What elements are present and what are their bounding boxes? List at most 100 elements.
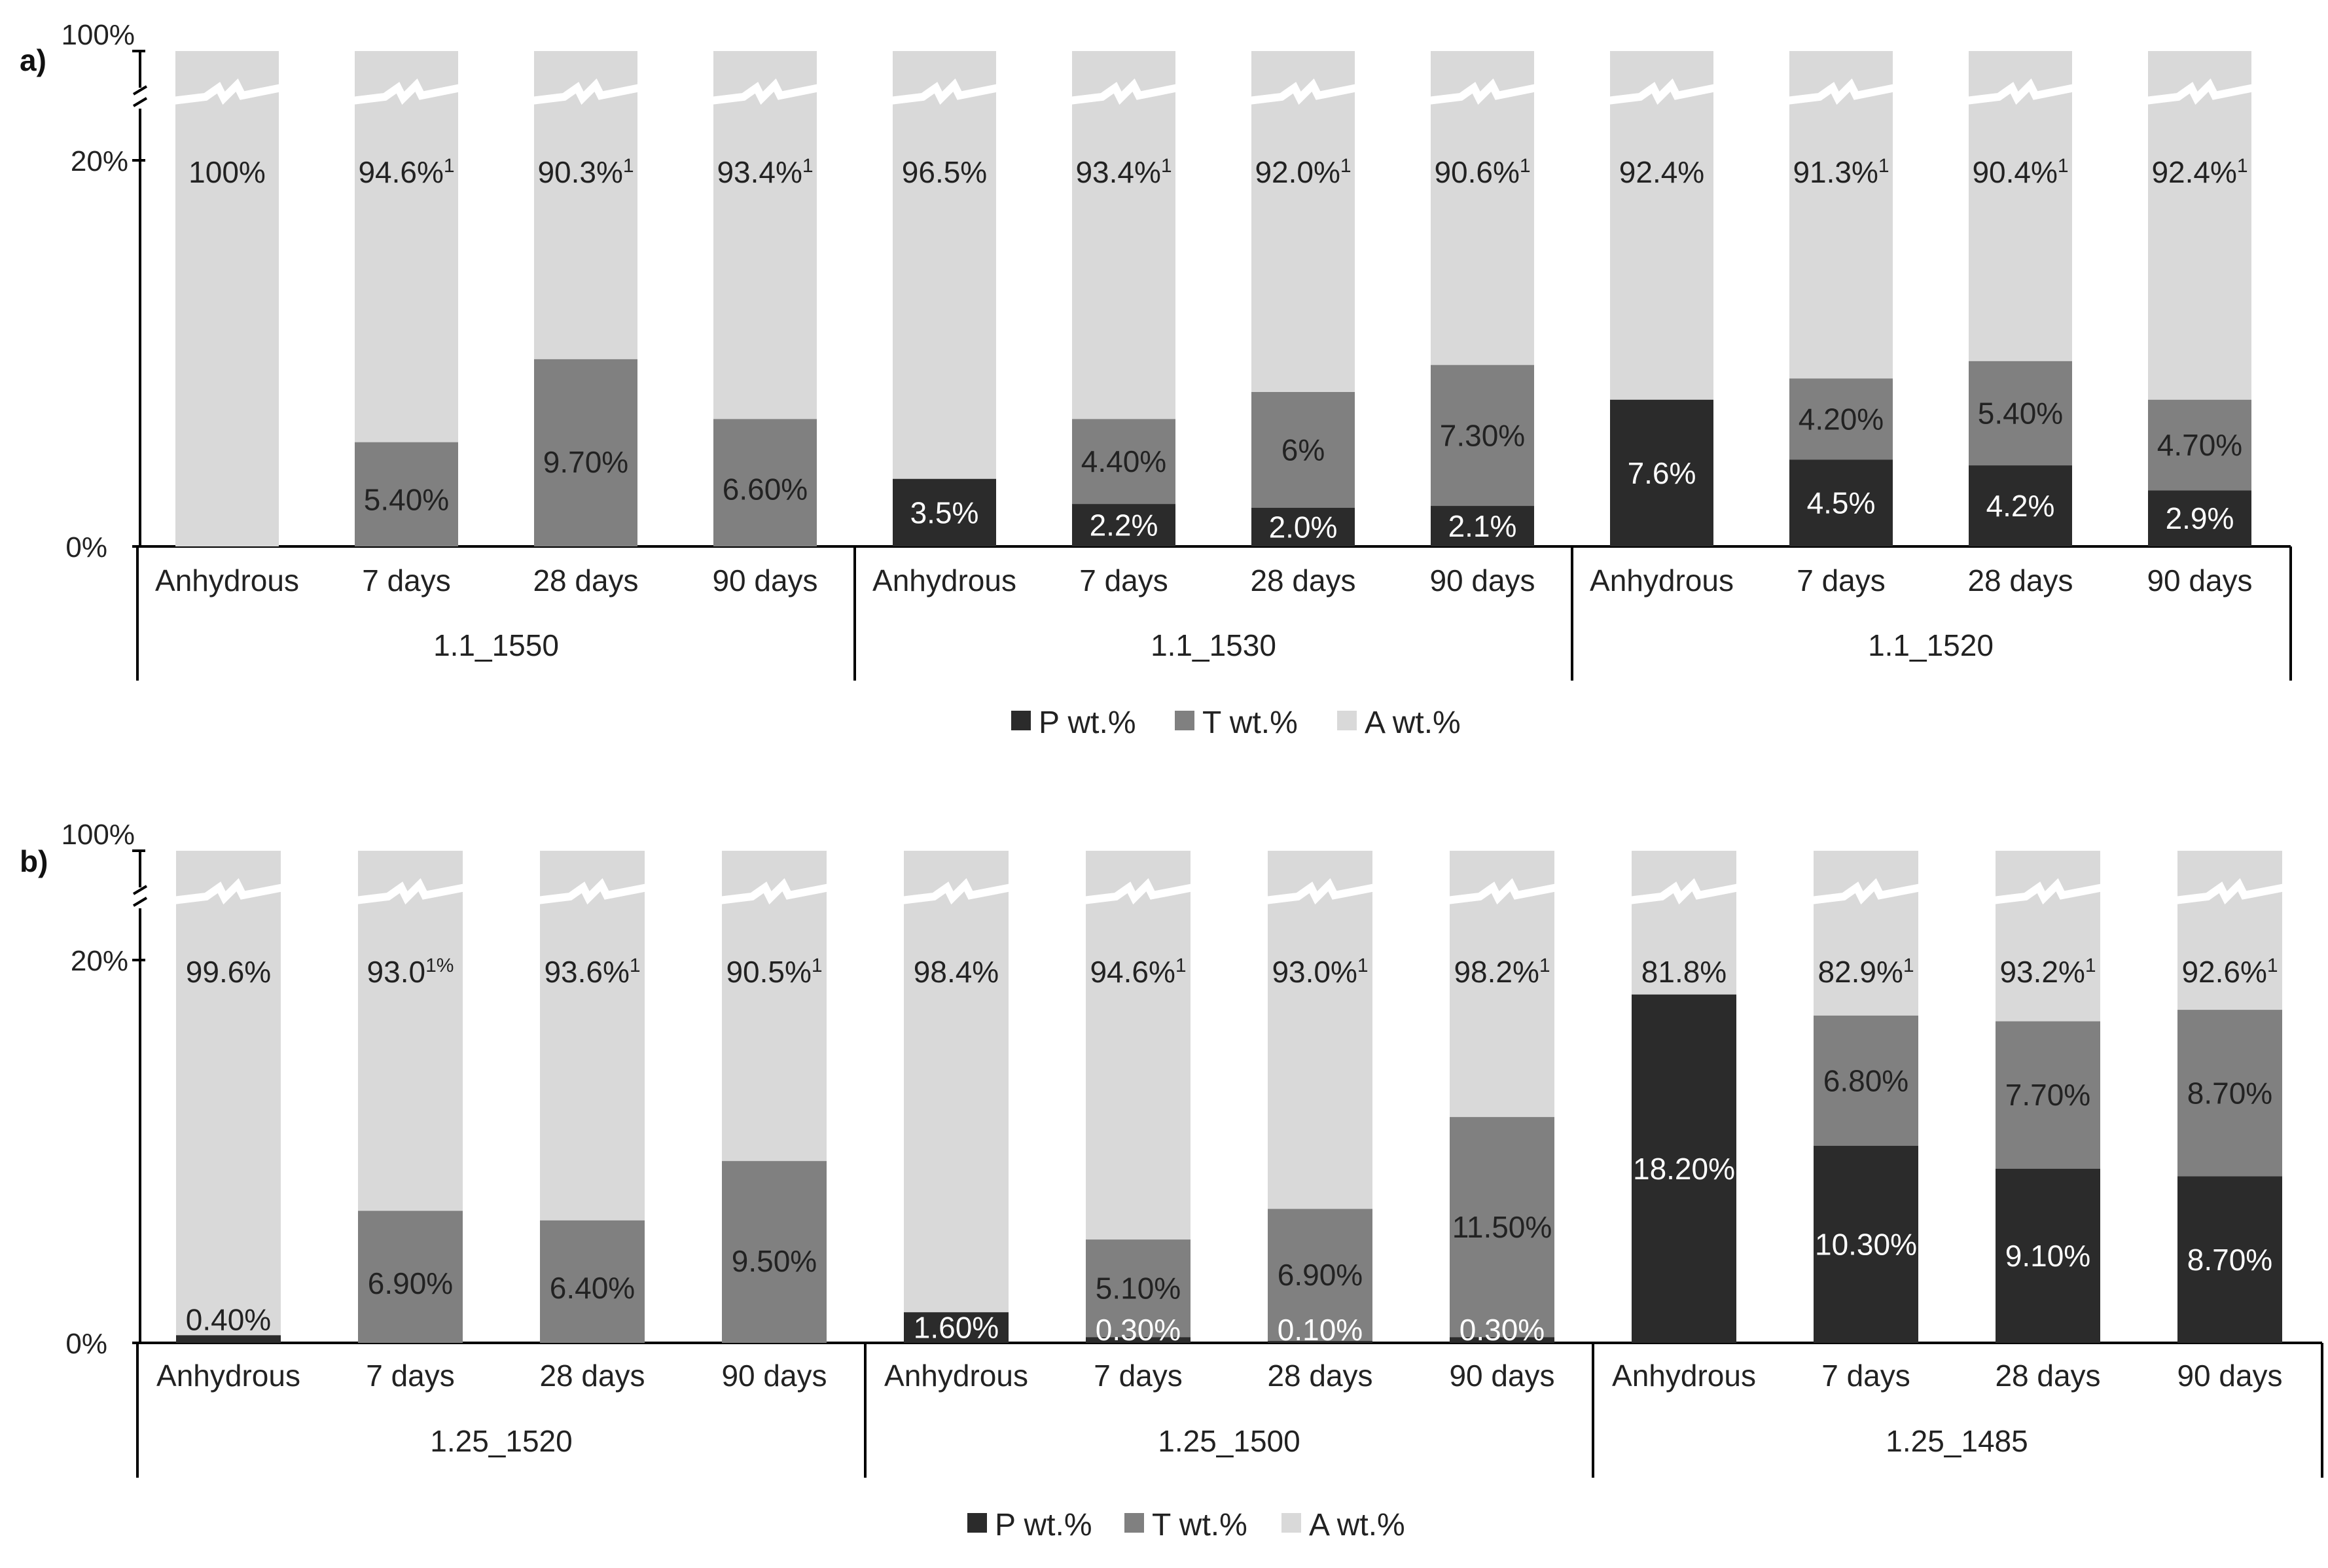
x-category-label: Anhydrous [872, 563, 1016, 597]
bar-segment-T [358, 1211, 463, 1343]
bar-label-A: 91.3%1 [1793, 155, 1889, 189]
x-category-label: 90 days [721, 1359, 827, 1393]
chart-panel-2: b) 100% 20% 0% 99.6% 0.40% Anhydrous 93.01% 6.90… [20, 819, 2323, 1542]
bar-label-A-superscript: 1 [2058, 155, 2069, 177]
x-category-label: 7 days [1797, 563, 1886, 597]
bar-label-T: 5.10% [1096, 1272, 1181, 1306]
bar-segment-A [2177, 851, 2282, 1010]
bar-label-A-value: 92.6% [2181, 955, 2266, 989]
x-category-label: Anhydrous [155, 563, 299, 597]
bar-segment-A [1251, 51, 1355, 392]
y-tick-label: 100% [61, 19, 135, 51]
bar-label-A-value: 92.0% [1255, 155, 1340, 189]
bar-segment-A [175, 51, 279, 546]
bar-label-P: 18.20% [1633, 1152, 1735, 1186]
x-category-label: 90 days [1449, 1359, 1554, 1393]
x-category-label: Anhydrous [1612, 1359, 1756, 1393]
bar-segment-P [1072, 504, 1175, 546]
bar-segment-T [722, 1161, 827, 1343]
bar-segment-A [1268, 851, 1372, 1209]
bar-segment-T [2177, 1010, 2282, 1177]
bar-segment-A [904, 851, 1009, 1313]
legend-label-A: A wt.% [1365, 705, 1461, 740]
bar-label-A: 93.2%1 [1999, 955, 2096, 989]
bar-label-A: 93.0%1 [1272, 955, 1368, 989]
bar-label-A: 90.5%1 [726, 955, 822, 989]
legend-swatch-A [1281, 1513, 1301, 1533]
bar-label-A: 93.4%1 [1075, 155, 1172, 189]
panel-label: b) [20, 844, 48, 878]
bar-label-A: 90.6%1 [1434, 155, 1530, 189]
x-category-label: 28 days [1267, 1359, 1372, 1393]
bar-segment-A [893, 51, 996, 479]
bar-segment-P [893, 478, 996, 546]
bar-segment-P [2177, 1176, 2282, 1343]
bar-label-A-superscript: 1 [1357, 955, 1369, 976]
bar-segment-A [1996, 851, 2100, 1022]
bar-label-A-value: 100% [188, 155, 266, 189]
legend-label-P: P wt.% [995, 1508, 1092, 1542]
bar-label-A-superscript: 1% [425, 955, 454, 976]
bar-label-P: 9.10% [2005, 1239, 2090, 1273]
x-category-label: 7 days [1079, 563, 1168, 597]
x-group-label: 1.25_1485 [1886, 1424, 2028, 1458]
bar-segment-A [1086, 851, 1191, 1240]
bar-segment-A [713, 51, 817, 419]
x-category-label: Anhydrous [1590, 563, 1734, 597]
bar-segment-T [540, 1220, 645, 1343]
bar-label-T: 6.90% [368, 1266, 453, 1300]
bar-label-P: 0.40% [186, 1302, 271, 1336]
axis-break-zigzag [1810, 878, 1922, 905]
legend-label-T: T wt.% [1202, 705, 1298, 740]
bar-segment-T [1789, 378, 1893, 460]
bar-segment-A [2148, 51, 2251, 400]
bar-label-A: 92.4% [1619, 155, 1704, 189]
axis-break-mark [132, 97, 148, 107]
x-category-label: 90 days [712, 563, 817, 597]
axis-break-zigzag [355, 878, 467, 905]
bar-segment-T [355, 442, 458, 546]
bar-segment-T [534, 359, 637, 546]
bar-segment-A [1431, 51, 1534, 365]
bar-label-T: 7.30% [1440, 418, 1525, 452]
axis-break-zigzag [1427, 78, 1538, 105]
bar-label-A-value: 93.0 [367, 955, 426, 989]
axis-break-zigzag [1083, 878, 1194, 905]
axis-break-zigzag [1264, 878, 1376, 905]
bar-segment-T [2148, 399, 2251, 491]
bar-segment-A [1969, 51, 2072, 361]
bar-label-A: 93.4%1 [717, 155, 813, 189]
axis-break-mark [132, 885, 148, 895]
axis-break-zigzag [351, 78, 462, 105]
x-category-label: 90 days [2177, 1359, 2282, 1393]
bar-label-P: 0.30% [1459, 1313, 1545, 1347]
bar-label-A-value: 94.6% [358, 155, 443, 189]
bar-segment-P [1969, 465, 2072, 546]
bar-label-A: 92.4%1 [2151, 155, 2247, 189]
bar-label-A-value: 92.4% [2151, 155, 2236, 189]
bar-label-A-value: 96.5% [902, 155, 987, 189]
bar-segment-A [1632, 851, 1736, 995]
legend-swatch-P [967, 1513, 987, 1533]
bar-label-A-superscript: 1 [1340, 155, 1352, 177]
bar-label-T: 4.20% [1799, 402, 1884, 436]
x-category-label: 7 days [1094, 1359, 1183, 1393]
bar-segment-P [1789, 459, 1893, 546]
bar-label-A-value: 90.5% [726, 955, 811, 989]
bar-label-T: 6.80% [1823, 1063, 1908, 1097]
bar-label-P: 0.10% [1278, 1313, 1363, 1347]
bar-label-A: 93.01% [367, 955, 454, 989]
bar-label-A: 82.9%1 [1818, 955, 1914, 989]
axis-break-zigzag [172, 78, 283, 105]
bar-segment-P [1251, 508, 1355, 546]
bar-segment-A [1814, 851, 1918, 1016]
x-category-label: 7 days [362, 563, 451, 597]
bar-segment-A [540, 851, 645, 1221]
bar-label-A-value: 98.4% [914, 955, 999, 989]
bar-segment-T [713, 419, 817, 546]
bar-label-A: 90.3%1 [537, 155, 634, 189]
bar-label-A-value: 93.0% [1272, 955, 1357, 989]
axis-break-zigzag [1786, 78, 1897, 105]
bar-label-P: 8.70% [2187, 1243, 2272, 1277]
bar-label-A-value: 91.3% [1793, 155, 1878, 189]
